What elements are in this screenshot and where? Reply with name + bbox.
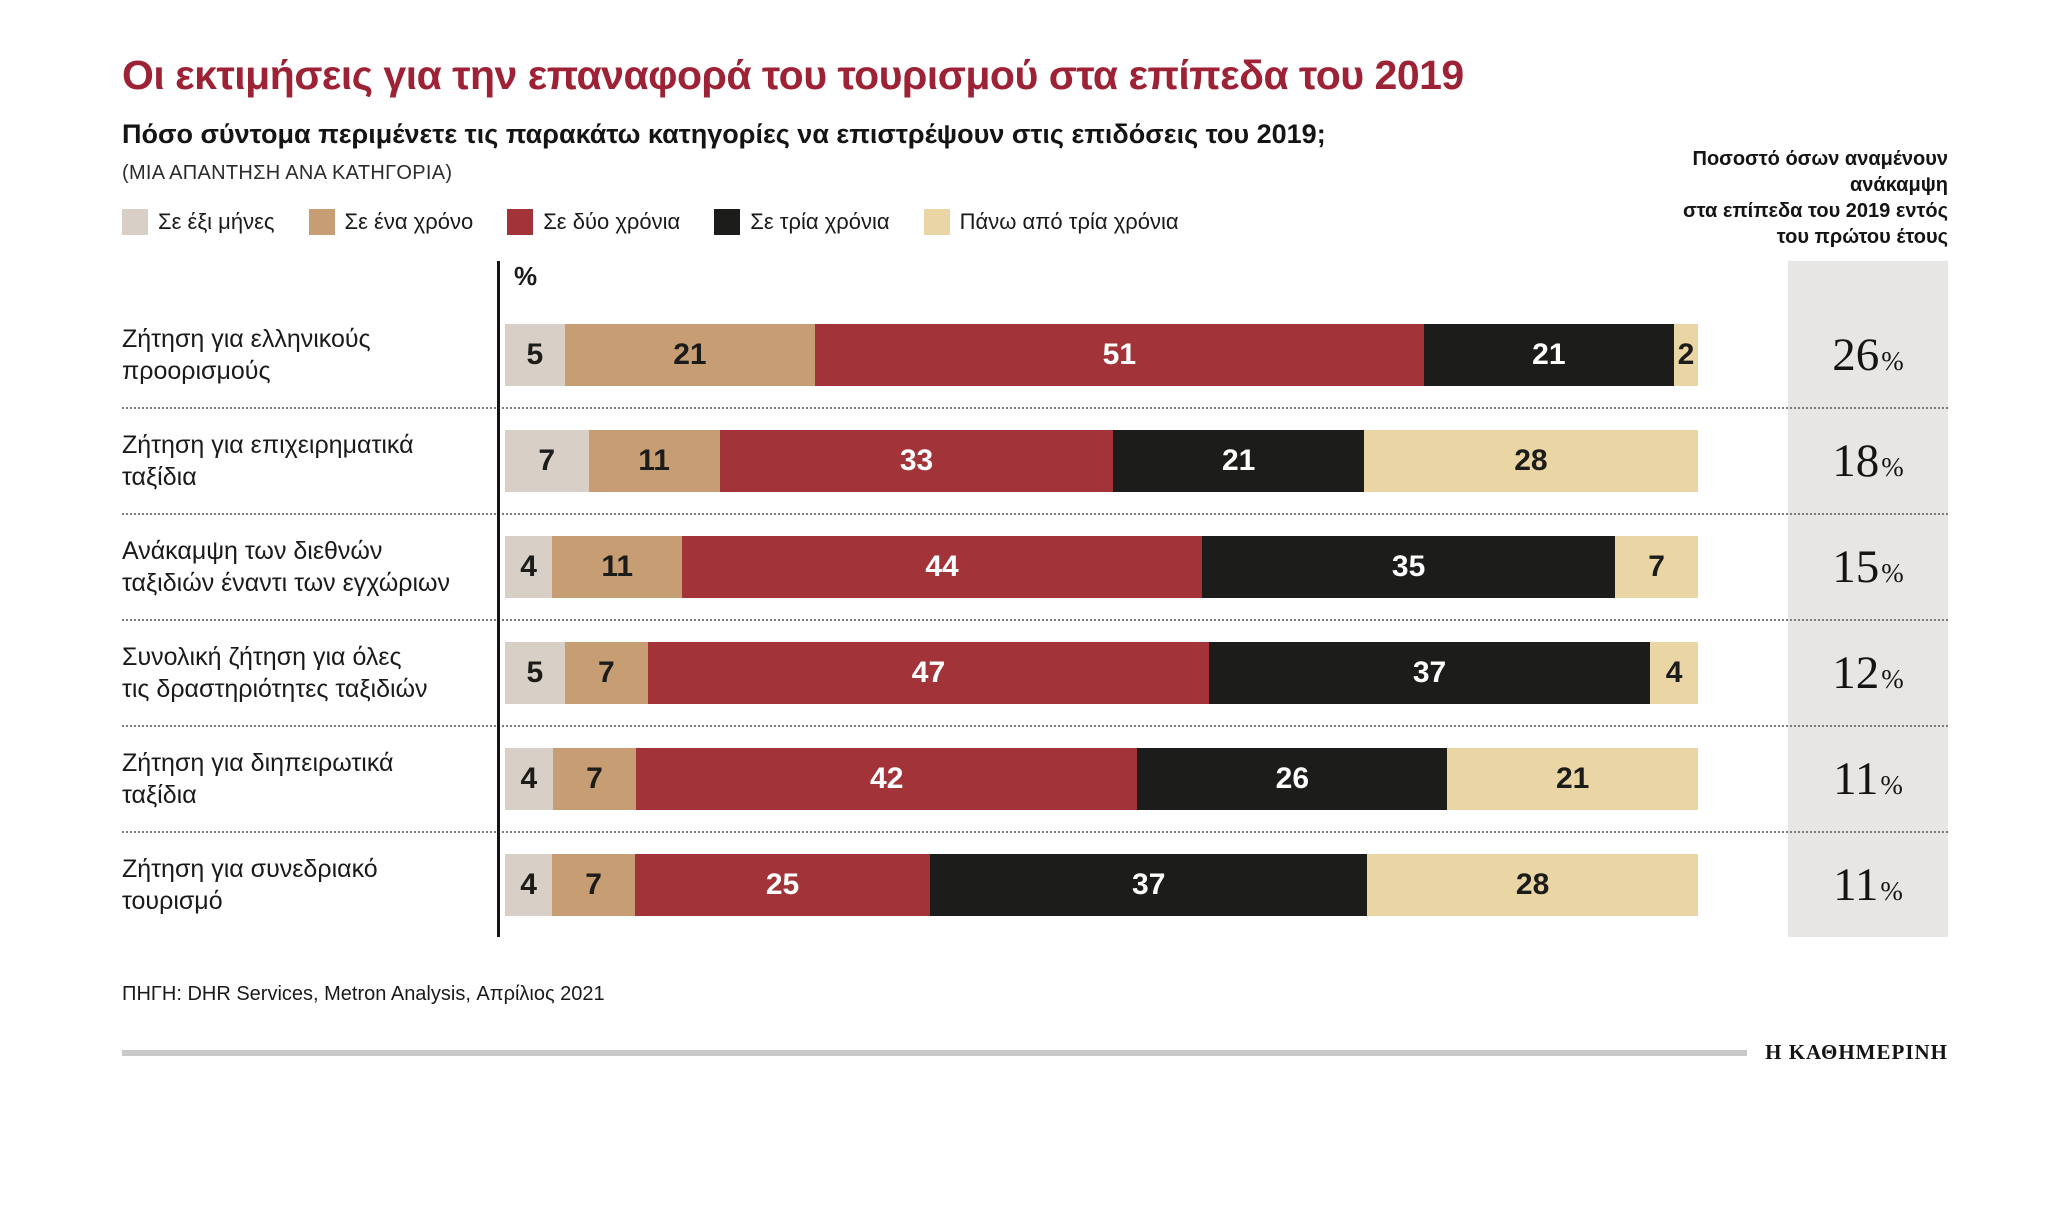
recovery-number: 11 <box>1833 753 1879 805</box>
answer-note: (ΜΙΑ ΑΠΑΝΤΗΣΗ ΑΝΑ ΚΑΤΗΓΟΡΙΑ) <box>122 162 453 184</box>
bar-segment-2: 25 <box>634 854 931 916</box>
legend-label: Σε τρία χρόνια <box>750 209 890 234</box>
legend-item-3: Σε τρία χρόνια <box>714 209 890 235</box>
bar-segment-3: 35 <box>1201 536 1616 598</box>
legend-item-1: Σε ένα χρόνο <box>308 209 474 235</box>
bar-segment-0: 5 <box>505 324 565 386</box>
bar-segment-4: 7 <box>1615 536 1698 598</box>
bar-segment-2: 33 <box>719 430 1114 492</box>
legend-label: Πάνω από τρία χρόνια <box>959 209 1179 234</box>
page-title: Οι εκτιμήσεις για την επαναφορά του τουρ… <box>122 52 1464 98</box>
legend-label: Σε δύο χρόνια <box>543 209 681 234</box>
bar-segment-2: 42 <box>636 748 1138 810</box>
bar-segment-4: 28 <box>1363 430 1698 492</box>
chart-row: Συνολική ζήτηση για όλες τις δραστηριότη… <box>122 619 1948 725</box>
bar-segment-3: 37 <box>930 854 1368 916</box>
category-label: Συνολική ζήτηση για όλες τις δραστηριότη… <box>122 643 428 703</box>
bar-segment-0: 5 <box>505 642 565 704</box>
bar-segment-0: 4 <box>505 748 553 810</box>
recovery-panel-background <box>1788 261 1948 937</box>
chart-row: Ζήτηση για συνεδριακό τουρισμό 4 7 25 37 28 … <box>122 831 1948 937</box>
recovery-number: 15 <box>1832 541 1880 593</box>
recovery-value: 11% <box>1788 752 1948 806</box>
bar-segment-3: 21 <box>1113 430 1364 492</box>
bar-segment-0: 4 <box>505 854 553 916</box>
bar-segment-2: 44 <box>682 536 1202 598</box>
stacked-bar: 7 11 33 21 28 <box>505 430 1698 492</box>
axis-line <box>497 261 500 937</box>
bar-segment-0: 4 <box>505 536 553 598</box>
bar-segment-1: 7 <box>564 642 649 704</box>
category-label: Ζήτηση για διηπειρωτικά ταξίδια <box>122 749 394 809</box>
recovery-value: 15% <box>1788 540 1948 594</box>
bar-segment-3: 21 <box>1423 324 1675 386</box>
recovery-number: 26 <box>1832 329 1880 381</box>
legend-item-4: Πάνω από τρία χρόνια <box>923 209 1179 235</box>
bar-segment-0: 7 <box>505 430 589 492</box>
category-label: Ζήτηση για ελληνικούς προορισμούς <box>122 325 371 385</box>
recovery-percent-sign: % <box>1880 770 1903 800</box>
stacked-bar: 4 7 25 37 28 <box>505 854 1698 916</box>
recovery-percent-sign: % <box>1880 876 1903 906</box>
category-label: Ανάκαμψη των διεθνών ταξιδιών έναντι των… <box>122 537 451 597</box>
stacked-bar: 4 7 42 26 21 <box>505 748 1698 810</box>
category-label: Ζήτηση για επιχειρηματικά ταξίδια <box>122 431 414 491</box>
stacked-bar: 4 11 44 35 7 <box>505 536 1698 598</box>
bar-segment-1: 21 <box>564 324 816 386</box>
bar-segment-4: 4 <box>1650 642 1698 704</box>
bar-segment-1: 7 <box>552 748 637 810</box>
chart-row: Ζήτηση για διηπειρωτικά ταξίδια 4 7 42 26 21… <box>122 725 1948 831</box>
recovery-number: 12 <box>1832 647 1880 699</box>
recovery-number: 18 <box>1832 435 1880 487</box>
legend-swatch-icon <box>507 209 534 235</box>
bar-segment-1: 11 <box>552 536 683 598</box>
recovery-value: 18% <box>1788 434 1948 488</box>
source-credit: ΠΗΓΗ: DHR Services, Metron Analysis, Απρ… <box>122 983 605 1005</box>
bar-segment-4: 2 <box>1674 324 1698 386</box>
chart-rows: Ζήτηση για ελληνικούς προορισμούς 5 21 51 2… <box>122 261 1948 937</box>
footer-divider <box>122 1049 1748 1056</box>
chart-row: Ζήτηση για επιχειρηματικά ταξίδια 7 11 33 2… <box>122 407 1948 513</box>
recovery-value: 12% <box>1788 646 1948 700</box>
recovery-percent-sign: % <box>1881 558 1904 588</box>
bar-segment-2: 47 <box>648 642 1209 704</box>
footer: Η ΚΑΘΗΜΕΡΙΝΗ <box>122 1040 1948 1065</box>
recovery-number: 11 <box>1833 859 1879 911</box>
recovery-value: 26% <box>1788 328 1948 382</box>
bar-segment-3: 26 <box>1137 748 1448 810</box>
stacked-bar-chart: % Ζήτηση για ελληνικούς προορισμούς 5 21 5… <box>122 261 1948 937</box>
stacked-bar: 5 21 51 21 2 <box>505 324 1698 386</box>
chart-question: Πόσο σύντομα περιμένετε τις παρακάτω κατ… <box>122 119 1326 149</box>
chart-row: Ζήτηση για ελληνικούς προορισμούς 5 21 51 2… <box>122 303 1948 407</box>
legend-label: Σε ένα χρόνο <box>344 209 474 234</box>
chart-legend: Σε έξι μήνες Σε ένα χρόνο Σε δύο χρόνια Σε … <box>122 209 1948 235</box>
publisher-logo: Η ΚΑΘΗΜΕΡΙΝΗ <box>1765 1040 1948 1064</box>
recovery-value: 11% <box>1788 858 1948 912</box>
chart-row: Ανάκαμψη των διεθνών ταξιδιών έναντι των… <box>122 513 1948 619</box>
legend-swatch-icon <box>308 209 335 235</box>
legend-swatch-icon <box>122 209 148 235</box>
legend-label: Σε έξι μήνες <box>158 209 275 234</box>
bar-segment-4: 21 <box>1447 748 1698 810</box>
category-label: Ζήτηση για συνεδριακό τουρισμό <box>122 855 378 915</box>
axis-unit-label: % <box>514 261 538 291</box>
legend-swatch-icon <box>714 209 741 235</box>
recovery-percent-sign: % <box>1881 346 1904 376</box>
bar-segment-1: 7 <box>552 854 635 916</box>
legend-item-2: Σε δύο χρόνια <box>507 209 680 235</box>
bar-segment-2: 51 <box>815 324 1424 386</box>
bar-segment-3: 37 <box>1208 642 1651 704</box>
legend-swatch-icon <box>923 209 950 235</box>
bar-segment-4: 28 <box>1367 854 1698 916</box>
recovery-percent-sign: % <box>1881 664 1904 694</box>
recovery-percent-sign: % <box>1881 452 1904 482</box>
legend-item-0: Σε έξι μήνες <box>122 209 275 235</box>
stacked-bar: 5 7 47 37 4 <box>505 642 1698 704</box>
bar-segment-1: 11 <box>588 430 720 492</box>
recovery-panel-caption: Ποσοστό όσων αναμένουν ανάκαμψη στα επίπ… <box>1682 148 1948 248</box>
